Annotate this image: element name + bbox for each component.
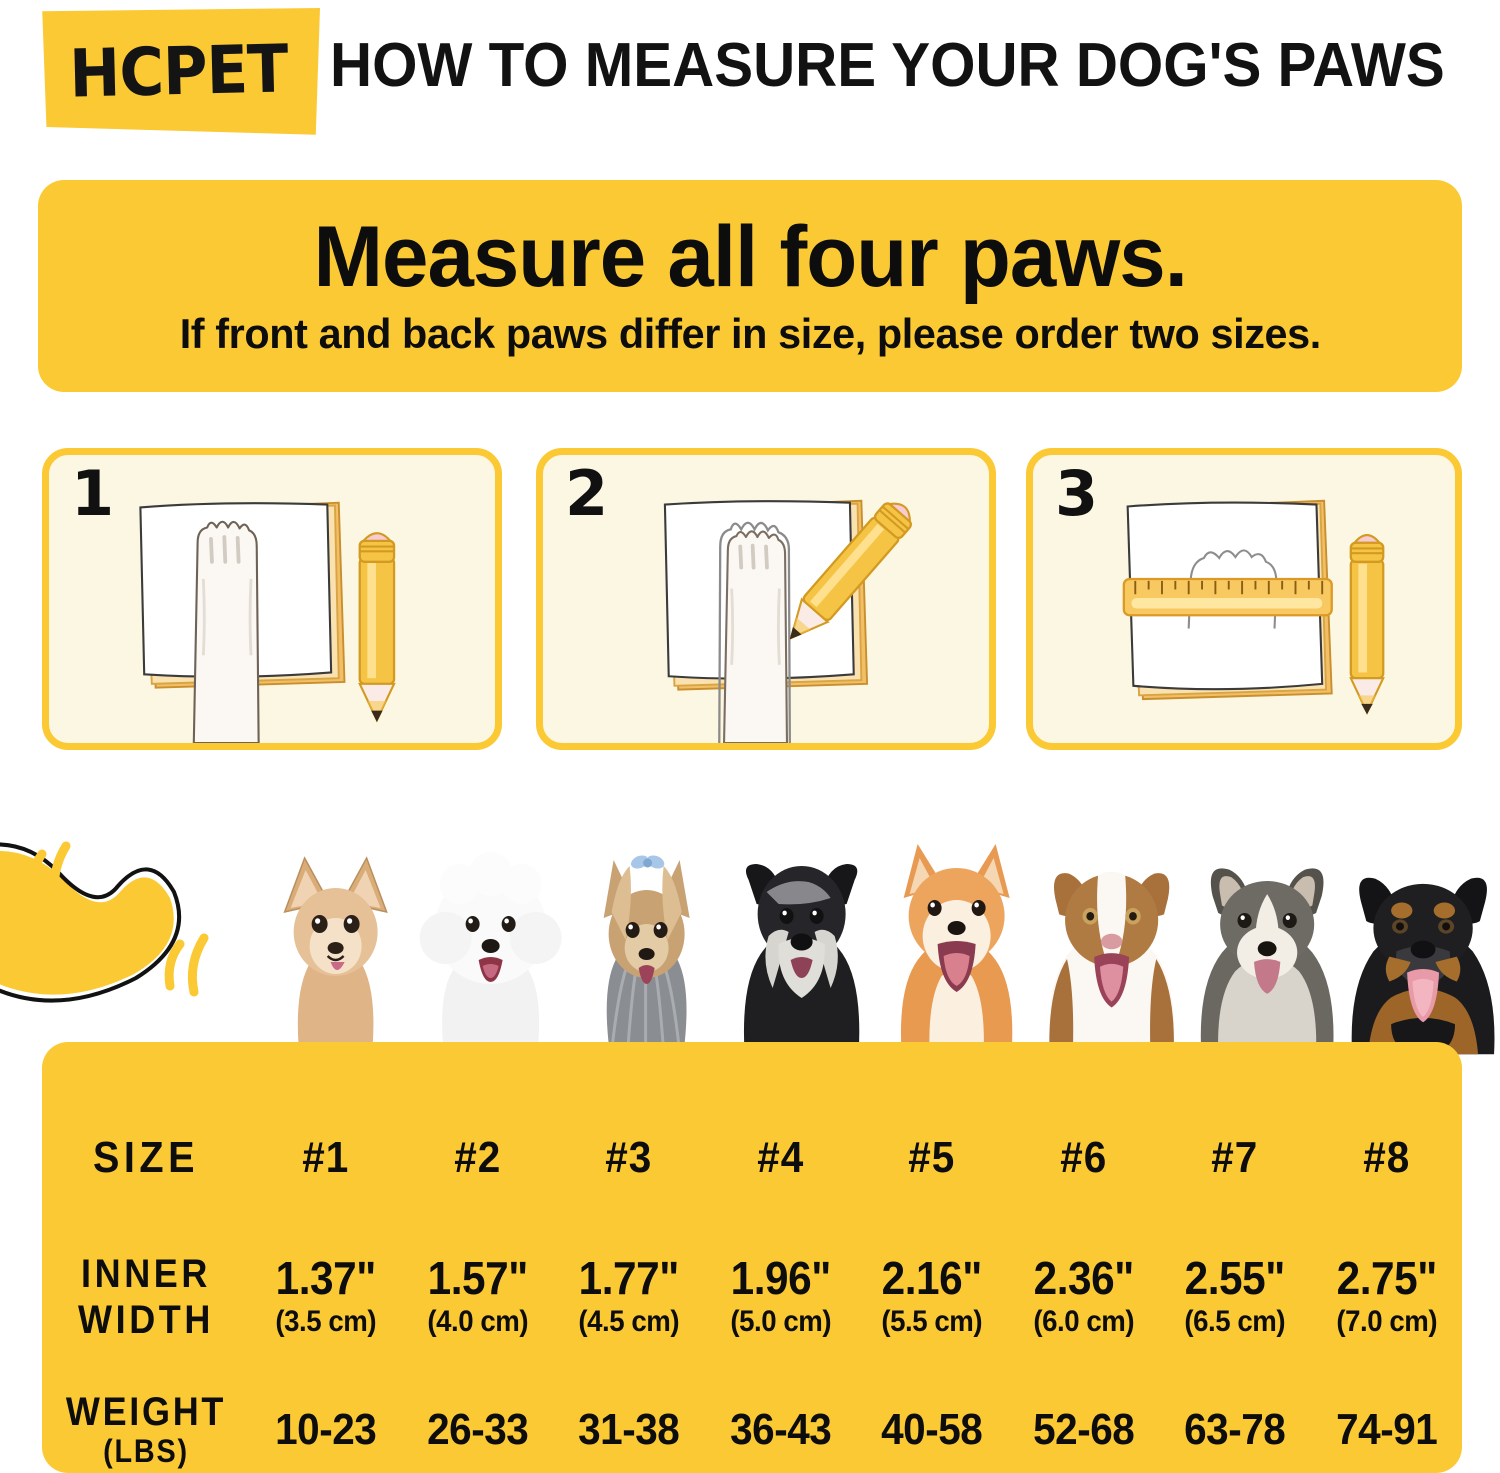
size-chart-table: SIZE #1 #2 #3 #4 #5 #6 #7 #8 INNER WIDTH… xyxy=(42,1042,1462,1473)
inner-width-cm: (3.5 cm) xyxy=(275,1304,377,1338)
step-number-1: 1 xyxy=(71,457,115,530)
dog-schnauzer xyxy=(724,820,879,1056)
row-label-size: SIZE xyxy=(92,1133,200,1182)
banner-subtext: If front and back paws differ in size, p… xyxy=(179,310,1321,357)
brand-badge: HCPET xyxy=(42,8,320,135)
table-cell-inner-width: 2.75" (7.0 cm) xyxy=(1317,1251,1456,1343)
inner-width-cm: (6.5 cm) xyxy=(1184,1304,1286,1338)
inner-width-cm: (5.0 cm) xyxy=(729,1304,831,1338)
inner-width-cm: (6.0 cm) xyxy=(1032,1304,1134,1338)
table-cell-weight: 63-78 xyxy=(1184,1405,1286,1454)
inner-width-inches: 1.77" xyxy=(578,1251,680,1304)
step-number-3: 3 xyxy=(1055,457,1099,530)
banner-headline: Measure all four paws. xyxy=(313,209,1187,305)
page-header: HCPET HOW TO MEASURE YOUR DOG'S PAWS xyxy=(0,0,1500,150)
table-cell-size: #8 xyxy=(1362,1133,1410,1182)
dog-yorkshire-terrier xyxy=(569,820,724,1056)
steps-section: 1 xyxy=(0,448,1500,754)
table-row-inner-width: INNER WIDTH 1.37" (3.5 cm) 1.57" (4.0 cm… xyxy=(42,1238,1462,1358)
step-number-2: 2 xyxy=(565,457,609,530)
row-label-weight-text: WEIGHT xyxy=(65,1389,227,1434)
table-cell-size: #7 xyxy=(1211,1133,1259,1182)
measure-all-paws-banner: Measure all four paws. If front and back… xyxy=(38,180,1462,392)
step-card-1: 1 xyxy=(42,448,502,750)
table-cell-inner-width: 1.37" (3.5 cm) xyxy=(256,1251,395,1343)
step-2-illustration xyxy=(543,455,989,743)
inner-width-inches: 1.37" xyxy=(275,1251,377,1304)
table-cell-weight: 10-23 xyxy=(275,1405,377,1454)
inner-width-cm: (4.0 cm) xyxy=(426,1304,528,1338)
dog-chihuahua xyxy=(258,820,413,1056)
dog-alaskan-malamute xyxy=(1190,820,1345,1056)
inner-width-inches: 2.16" xyxy=(881,1251,983,1304)
inner-width-inches: 1.96" xyxy=(730,1251,831,1304)
dog-rottweiler xyxy=(1345,820,1500,1056)
table-cell-size: #6 xyxy=(1059,1133,1107,1182)
dog-bichon-frise xyxy=(413,820,568,1056)
table-cell-size: #3 xyxy=(605,1133,653,1182)
table-cell-weight: 52-68 xyxy=(1032,1405,1135,1454)
table-cell-size: #2 xyxy=(453,1133,501,1182)
table-cell-inner-width: 2.36" (6.0 cm) xyxy=(1014,1251,1153,1343)
inner-width-inches: 2.75" xyxy=(1336,1251,1437,1304)
table-cell-weight: 36-43 xyxy=(729,1405,832,1454)
weight-cells: 10-23 26-33 31-38 36-43 40-58 52-68 63-7… xyxy=(250,1405,1462,1455)
row-label-weight: WEIGHT (LBS) xyxy=(52,1390,239,1471)
table-cell-weight: 31-38 xyxy=(578,1405,680,1454)
table-cell-weight: 74-91 xyxy=(1335,1405,1438,1454)
table-row-size: SIZE #1 #2 #3 #4 #5 #6 #7 #8 xyxy=(42,1120,1462,1196)
table-cell-size: #4 xyxy=(756,1133,804,1182)
row-label-inner-width-line2: WIDTH xyxy=(78,1298,214,1342)
inner-width-cm: (5.5 cm) xyxy=(881,1304,983,1338)
table-cell-weight: 26-33 xyxy=(426,1405,529,1454)
dog-breeds-strip xyxy=(0,820,1500,1060)
hair-bow xyxy=(630,855,664,869)
table-cell-inner-width: 1.96" (5.0 cm) xyxy=(711,1251,850,1343)
dog-photos-row xyxy=(258,820,1500,1056)
table-row-weight: WEIGHT (LBS) 10-23 26-33 31-38 36-43 40-… xyxy=(42,1380,1462,1473)
table-cell-size: #1 xyxy=(302,1133,350,1182)
row-label-inner-width-line1: INNER xyxy=(80,1252,211,1297)
inner-width-inches: 1.57" xyxy=(427,1251,528,1304)
table-cell-inner-width: 2.55" (6.5 cm) xyxy=(1165,1251,1304,1343)
step-1-illustration xyxy=(49,455,495,743)
size-cells: #1 #2 #3 #4 #5 #6 #7 #8 xyxy=(250,1133,1462,1183)
dog-border-collie xyxy=(1034,820,1189,1056)
table-cell-inner-width: 2.16" (5.5 cm) xyxy=(862,1251,1001,1343)
step-card-2: 2 xyxy=(536,448,996,750)
row-label-weight-unit: (LBS) xyxy=(103,1433,189,1470)
inner-width-cm: (4.5 cm) xyxy=(578,1304,680,1338)
row-label-inner-width: INNER WIDTH xyxy=(52,1252,239,1343)
inner-width-inches: 2.55" xyxy=(1184,1251,1286,1304)
inner-width-cm: (7.0 cm) xyxy=(1335,1304,1437,1338)
table-cell-weight: 40-58 xyxy=(881,1405,983,1454)
inner-width-inches: 2.36" xyxy=(1033,1251,1134,1304)
step-card-3: 3 xyxy=(1026,448,1462,750)
brand-name: HCPET xyxy=(68,30,289,113)
page-title: HOW TO MEASURE YOUR DOG'S PAWS xyxy=(330,31,1445,100)
dog-shiba-inu xyxy=(879,820,1034,1056)
decorative-blob xyxy=(0,840,230,1020)
table-cell-size: #5 xyxy=(908,1133,956,1182)
step-3-illustration xyxy=(1033,455,1455,743)
inner-width-cells: 1.37" (3.5 cm) 1.57" (4.0 cm) 1.77" (4.5… xyxy=(250,1251,1462,1343)
table-cell-inner-width: 1.57" (4.0 cm) xyxy=(408,1251,547,1343)
table-cell-inner-width: 1.77" (4.5 cm) xyxy=(559,1251,698,1343)
